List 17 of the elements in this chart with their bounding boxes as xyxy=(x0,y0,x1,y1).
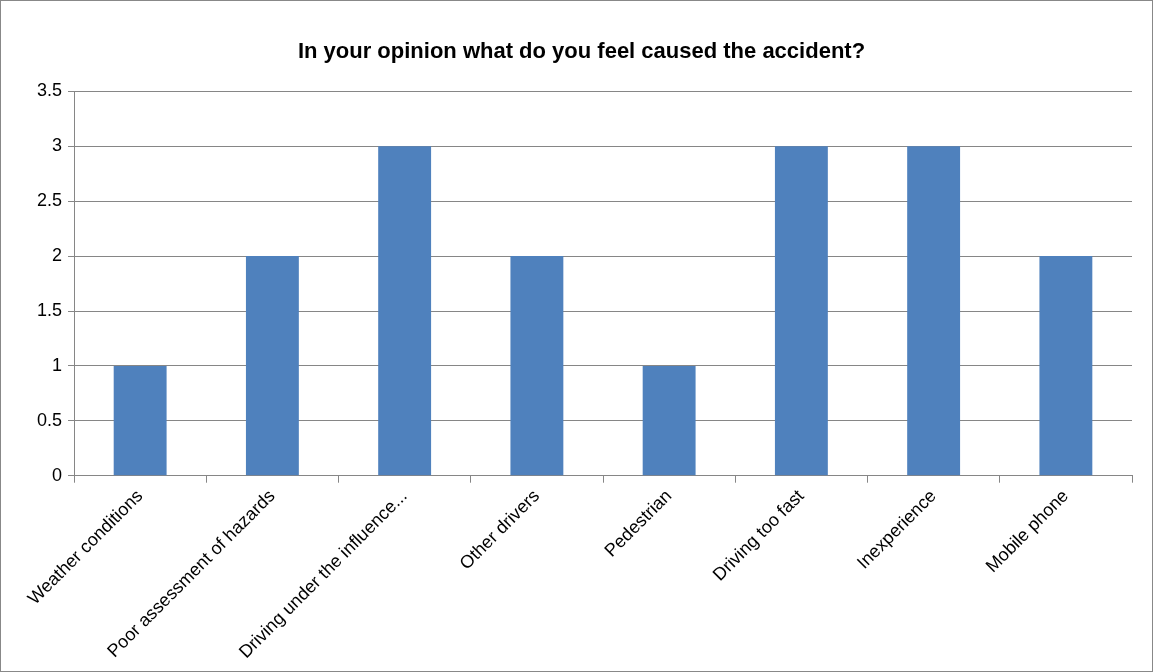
bar xyxy=(1039,256,1093,476)
bar xyxy=(907,146,961,476)
bar xyxy=(113,365,167,476)
y-tick-label: 0.5 xyxy=(36,409,63,430)
y-tick-label: 1.5 xyxy=(36,299,63,320)
y-tick-label: 3.5 xyxy=(36,80,63,101)
bar xyxy=(510,256,564,476)
bar xyxy=(245,256,299,476)
y-tick-label: 3 xyxy=(52,135,63,156)
y-tick-label: 0 xyxy=(52,464,63,485)
y-tick-label: 2.5 xyxy=(36,190,63,211)
y-tick-label: 2 xyxy=(52,245,63,266)
bar xyxy=(774,146,828,476)
chart-title: In your opinion what do you feel caused the accident? xyxy=(297,38,866,64)
bar xyxy=(378,146,432,476)
y-tick-label: 1 xyxy=(52,354,63,375)
bar xyxy=(642,365,696,476)
